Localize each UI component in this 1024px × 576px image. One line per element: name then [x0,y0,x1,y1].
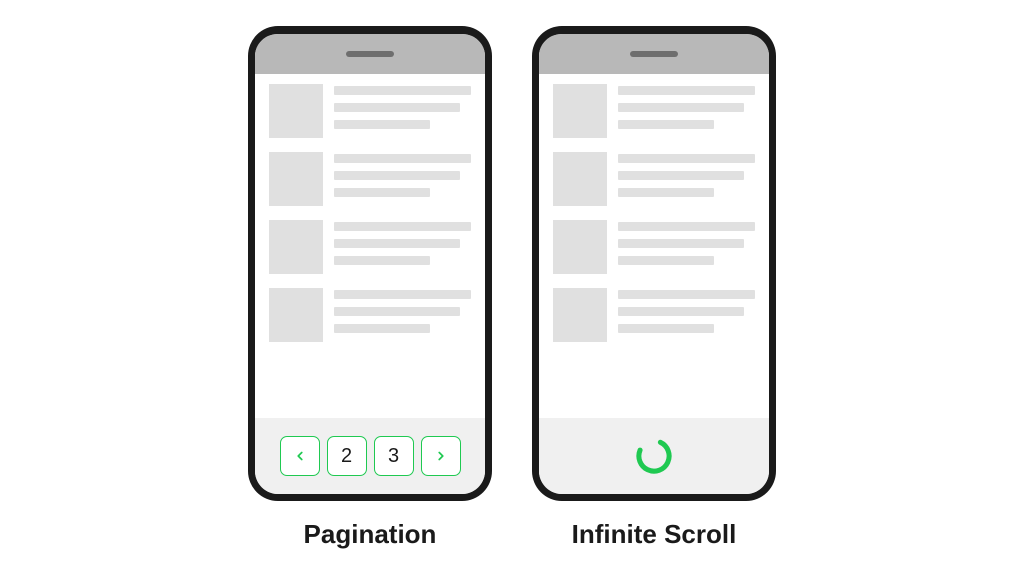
list-item [553,288,755,342]
line-placeholder [334,290,471,299]
line-placeholder [618,188,714,197]
phone-frame-pagination: 2 3 [248,26,492,501]
line-placeholder [334,256,430,265]
line-placeholder [334,239,460,248]
content-list [539,74,769,418]
line-placeholder [334,222,471,231]
pagination-group: 2 3 Pagination [248,26,492,550]
line-placeholder [618,103,744,112]
line-placeholder [618,222,755,231]
line-placeholder [334,154,471,163]
pagination-bar: 2 3 [255,418,485,494]
line-placeholder [618,171,744,180]
line-placeholder [334,188,430,197]
line-placeholder [334,86,471,95]
text-lines [334,84,471,138]
chevron-right-icon [434,449,448,463]
line-placeholder [334,120,430,129]
text-lines [334,288,471,342]
line-placeholder [334,307,460,316]
list-item [553,220,755,274]
line-placeholder [618,120,714,129]
list-item [553,152,755,206]
text-lines [618,84,755,138]
thumbnail-placeholder [553,84,607,138]
pagination-controls: 2 3 [280,436,461,476]
text-lines [618,152,755,206]
line-placeholder [334,103,460,112]
page-number-button[interactable]: 3 [374,436,414,476]
line-placeholder [618,86,755,95]
text-lines [334,220,471,274]
thumbnail-placeholder [269,288,323,342]
status-bar [255,34,485,74]
line-placeholder [618,239,744,248]
list-item [269,220,471,274]
thumbnail-placeholder [269,84,323,138]
thumbnail-placeholder [553,288,607,342]
thumbnail-placeholder [553,152,607,206]
line-placeholder [618,307,744,316]
prev-page-button[interactable] [280,436,320,476]
line-placeholder [618,324,714,333]
text-lines [618,220,755,274]
line-placeholder [618,154,755,163]
diagram-container: 2 3 Pagination [248,26,776,550]
list-item [269,84,471,138]
list-item [553,84,755,138]
speaker-slot [346,51,394,57]
speaker-slot [630,51,678,57]
infinite-scroll-group: Infinite Scroll [532,26,776,550]
text-lines [618,288,755,342]
chevron-left-icon [293,449,307,463]
loading-spinner-icon [633,435,675,477]
status-bar [539,34,769,74]
phone-frame-infinite [532,26,776,501]
list-item [269,152,471,206]
page-number-button[interactable]: 2 [327,436,367,476]
pagination-label: Pagination [304,519,437,550]
infinite-scroll-label: Infinite Scroll [572,519,737,550]
thumbnail-placeholder [269,220,323,274]
list-item [269,288,471,342]
line-placeholder [618,290,755,299]
line-placeholder [334,171,460,180]
next-page-button[interactable] [421,436,461,476]
line-placeholder [618,256,714,265]
content-list [255,74,485,418]
text-lines [334,152,471,206]
line-placeholder [334,324,430,333]
thumbnail-placeholder [269,152,323,206]
loading-bar [539,418,769,494]
thumbnail-placeholder [553,220,607,274]
